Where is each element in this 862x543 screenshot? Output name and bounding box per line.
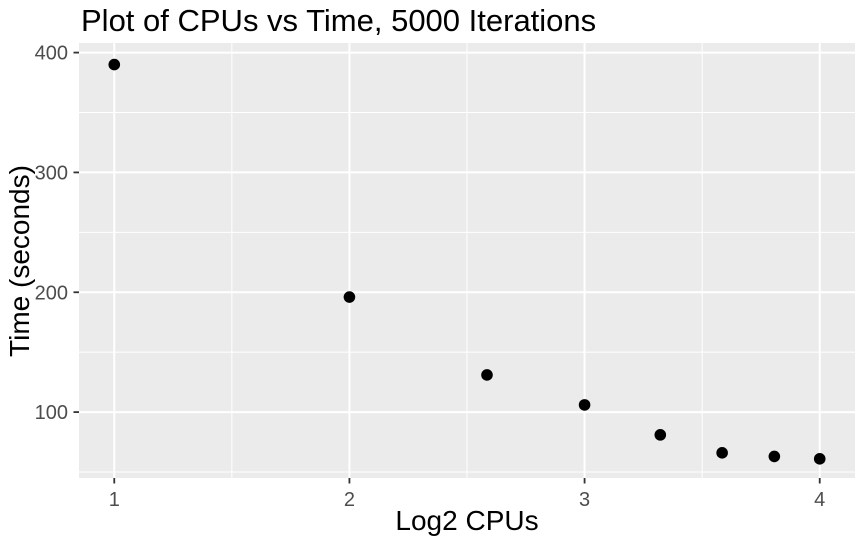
data-point [578,399,591,411]
data-point [481,369,493,381]
data-point [768,450,781,463]
x-axis-title: Log2 CPUs [395,505,539,536]
x-axis-tick-label: 3 [579,489,590,511]
data-point [343,291,356,303]
data-point [716,447,728,459]
data-point [654,429,667,441]
x-axis-tick-label: 2 [344,489,355,511]
y-axis-tick-label: 300 [35,162,68,184]
x-axis-tick-label: 1 [109,489,120,511]
x-axis-tick-label: 4 [814,489,825,511]
data-point [813,453,826,465]
y-axis-tick-label: 200 [35,282,68,304]
data-point [108,58,121,71]
y-axis-tick-label: 100 [35,402,68,424]
y-axis-tick-label: 400 [35,43,68,65]
plot-title: Plot of CPUs vs Time, 5000 Iterations [81,3,597,38]
